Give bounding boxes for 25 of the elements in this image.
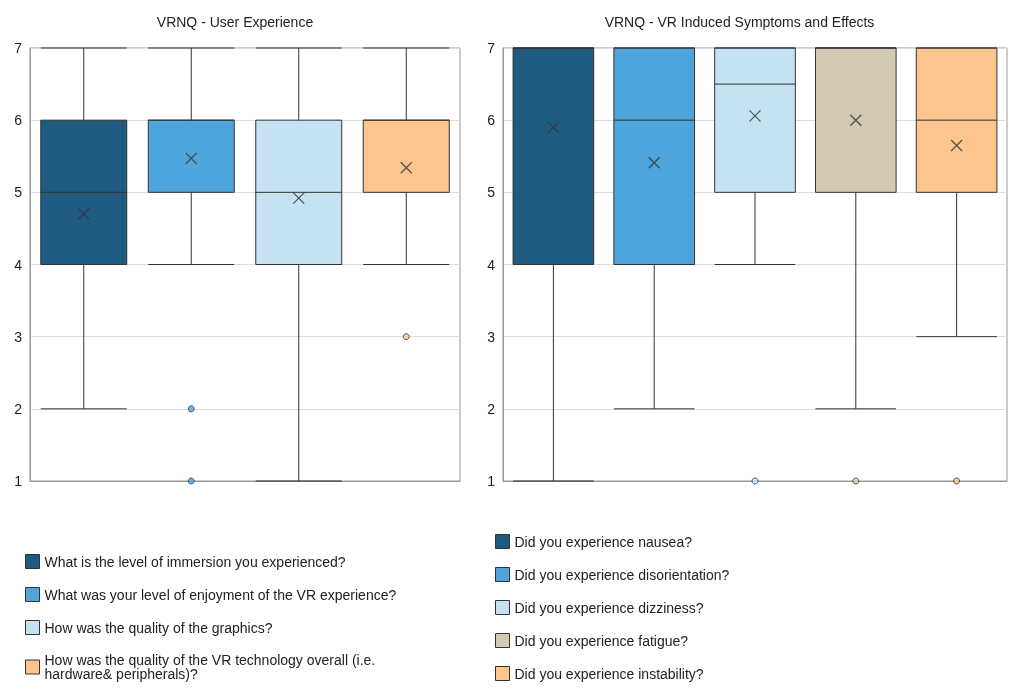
y-tick-label: 6 [14, 112, 23, 129]
chart-title: VRNQ - VR Induced Symptoms and Effects [604, 14, 875, 30]
y-tick-label: 4 [487, 256, 496, 273]
y-tick-label: 6 [487, 112, 496, 129]
y-tick-label: 3 [487, 328, 496, 345]
y-tick-label: 7 [14, 40, 23, 56]
y-tick-label: 1 [487, 473, 496, 489]
legend-label: Did you experience instability? [514, 665, 704, 682]
legend-label: Did you experience dizziness? [514, 599, 704, 616]
legend-label: Did you experience fatigue? [514, 632, 689, 649]
y-tick-label: 5 [14, 184, 23, 201]
y-tick-label: 5 [487, 184, 496, 201]
chart-title: VRNQ - User Experience [156, 14, 314, 30]
legend-label: How was the quality of the graphics? [44, 619, 273, 636]
legend-label: What was your level of enjoyment of the VR experience? [44, 586, 397, 603]
legend-label: What is the level of immersion you experienced? [44, 553, 346, 570]
legend-label: Did you experience nausea? [514, 533, 693, 550]
y-tick-label: 4 [14, 256, 23, 273]
y-tick-label: 2 [14, 400, 23, 417]
y-tick-label: 2 [487, 400, 496, 417]
legend-label: Did you experience disorientation? [514, 566, 730, 583]
y-tick-label: 1 [14, 473, 23, 489]
legend-label: How was the quality of the VR technology overall (i.e. hardware& peripherals)? [44, 652, 380, 682]
y-tick-label: 3 [14, 328, 23, 345]
y-tick-label: 7 [487, 40, 496, 56]
